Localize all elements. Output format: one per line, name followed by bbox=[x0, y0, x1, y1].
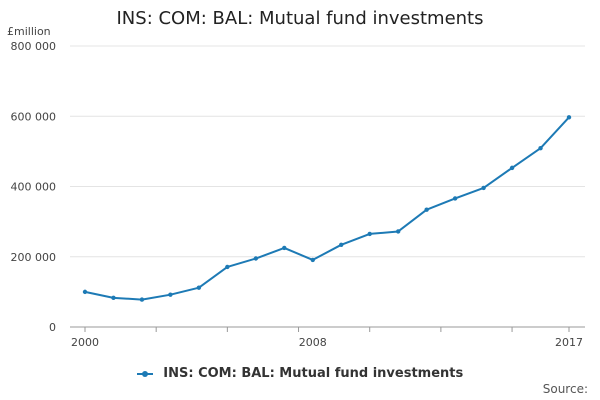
data-point[interactable] bbox=[367, 231, 372, 237]
y-tick-label: 200 000 bbox=[11, 251, 57, 264]
y-tick-label: 400 000 bbox=[11, 181, 57, 194]
chart-title: INS: COM: BAL: Mutual fund investments bbox=[116, 8, 484, 29]
data-point[interactable] bbox=[310, 257, 315, 263]
legend-label: INS: COM: BAL: Mutual fund investments bbox=[163, 366, 464, 381]
data-point[interactable] bbox=[509, 165, 515, 171]
data-point[interactable] bbox=[196, 285, 202, 290]
data-point[interactable] bbox=[168, 292, 173, 297]
x-tick-label: 2017 bbox=[555, 336, 583, 349]
y-tick-label: 0 bbox=[49, 321, 56, 334]
data-point[interactable] bbox=[111, 295, 116, 301]
data-point[interactable] bbox=[538, 146, 543, 151]
data-point[interactable] bbox=[452, 196, 458, 201]
data-point[interactable] bbox=[82, 289, 88, 295]
legend[interactable]: INS: COM: BAL: Mutual fund investments bbox=[0, 366, 600, 381]
series-line bbox=[84, 116, 570, 301]
data-point[interactable] bbox=[139, 297, 145, 302]
x-tick-label: 2008 bbox=[299, 336, 327, 349]
gridlines bbox=[70, 45, 585, 258]
y-tick-label: 600 000 bbox=[11, 110, 57, 123]
data-point[interactable] bbox=[282, 245, 287, 251]
data-point[interactable] bbox=[481, 185, 486, 191]
x-axis-ticks: 2000 2008 2017 bbox=[71, 327, 583, 349]
y-axis-ticks: 0 200 000 400 000 600 000 800 000 bbox=[11, 40, 57, 334]
source-label: Source: bbox=[542, 382, 588, 396]
data-point[interactable] bbox=[253, 256, 259, 261]
data-point[interactable] bbox=[566, 115, 572, 120]
data-point[interactable] bbox=[424, 207, 429, 212]
x-tick-label: 2000 bbox=[71, 336, 99, 349]
legend-line-swatch bbox=[136, 369, 153, 379]
data-point[interactable] bbox=[339, 242, 344, 248]
data-point[interactable] bbox=[395, 229, 401, 234]
data-point[interactable] bbox=[225, 264, 230, 270]
y-axis-unit-label: £million bbox=[7, 25, 51, 38]
series-group bbox=[82, 115, 572, 302]
y-tick-label: 800 000 bbox=[11, 40, 57, 53]
